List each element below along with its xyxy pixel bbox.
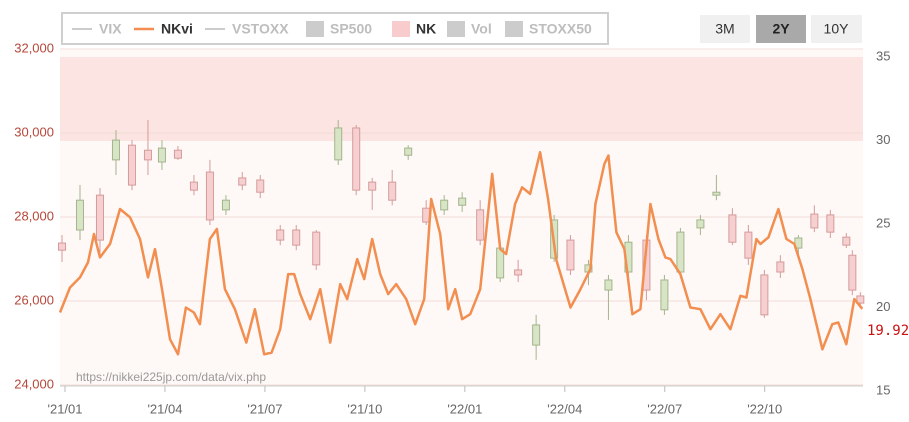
last-value-label: 19.92	[867, 323, 909, 339]
range-button[interactable]	[700, 15, 750, 43]
candle-body	[189, 181, 198, 191]
candle-body	[388, 181, 397, 201]
candle-body	[532, 324, 541, 346]
candle-body	[696, 219, 705, 229]
candle-body	[205, 171, 214, 221]
legend-swatch	[447, 21, 465, 37]
x-tick-label: '22/10	[747, 401, 782, 416]
x-tick-label: '21/10	[347, 401, 382, 416]
candle-body	[368, 181, 377, 191]
x-tick-label: '22/04	[547, 401, 582, 416]
candle-body	[352, 127, 361, 191]
candle-body	[256, 179, 265, 193]
y2-tick-label: 35	[876, 48, 890, 63]
candle-body	[221, 199, 230, 211]
candle-body	[856, 295, 865, 304]
candle-body	[312, 231, 321, 266]
x-tick-label: '21/01	[47, 401, 82, 416]
candle-body	[458, 197, 467, 206]
y2-tick-label: 15	[876, 382, 890, 397]
candle-body	[127, 144, 136, 186]
x-tick-label: '22/01	[447, 401, 482, 416]
y-tick-label: 26,000	[14, 292, 54, 307]
y-tick-label: 30,000	[14, 124, 54, 139]
y2-tick-label: 30	[876, 132, 890, 147]
range-button-label[interactable]: 2Y	[772, 21, 790, 37]
candle-body	[728, 214, 737, 243]
y2-tick-label: 20	[876, 299, 890, 314]
y-tick-label: 24,000	[14, 376, 54, 391]
legend-label[interactable]: VSTOXX	[232, 21, 289, 37]
candle-body	[514, 269, 523, 276]
legend-swatch	[306, 21, 324, 37]
legend-swatch	[505, 21, 523, 37]
legend-label[interactable]: Vol	[471, 21, 492, 37]
candle-body	[334, 127, 343, 161]
candle-body	[238, 177, 247, 186]
candle-body	[276, 229, 285, 241]
x-tick-label: '21/07	[247, 401, 282, 416]
range-button[interactable]	[811, 15, 862, 43]
candle-body	[604, 279, 613, 291]
y-tick-label: 28,000	[14, 208, 54, 223]
candle-body	[712, 191, 721, 196]
legend-label[interactable]: SP500	[330, 21, 372, 37]
legend-swatch	[392, 21, 410, 37]
candle-body	[826, 214, 835, 233]
candle-body	[143, 149, 152, 161]
candle-body	[173, 149, 182, 159]
candle-body	[95, 194, 104, 241]
watermark: https://nikkei225jp.com/data/vix.php	[76, 370, 266, 384]
candle-body	[57, 242, 66, 251]
candle-body	[842, 236, 851, 246]
y-tick-label: 32,000	[14, 40, 54, 55]
high-zone	[60, 57, 863, 141]
y2-tick-label: 25	[876, 215, 890, 230]
range-button[interactable]	[756, 15, 806, 43]
candle-body	[776, 261, 785, 273]
x-tick-label: '21/04	[147, 401, 182, 416]
legend-label[interactable]: NK	[416, 21, 436, 37]
candle-body	[760, 274, 769, 316]
candle-body	[566, 239, 575, 271]
candle-body	[157, 147, 166, 163]
candle-body	[111, 139, 120, 161]
x-tick-label: '22/07	[647, 401, 682, 416]
range-button-label[interactable]: 10Y	[824, 21, 850, 37]
candle-body	[75, 199, 84, 231]
range-button-label[interactable]: 3M	[715, 21, 734, 37]
candle-body	[292, 229, 301, 246]
nkvi-line	[58, 150, 864, 356]
candle-body	[848, 254, 857, 291]
legend-label[interactable]: STOXX50	[529, 21, 592, 37]
candle-body	[744, 231, 753, 259]
legend-label[interactable]: NKvi	[161, 21, 193, 37]
candle-body	[810, 213, 819, 229]
candle-body	[404, 147, 413, 156]
candle-body	[676, 231, 685, 273]
candle-body	[476, 209, 485, 241]
candle-body	[660, 279, 669, 311]
legend-label[interactable]: VIX	[99, 21, 122, 37]
candle-body	[440, 199, 449, 211]
